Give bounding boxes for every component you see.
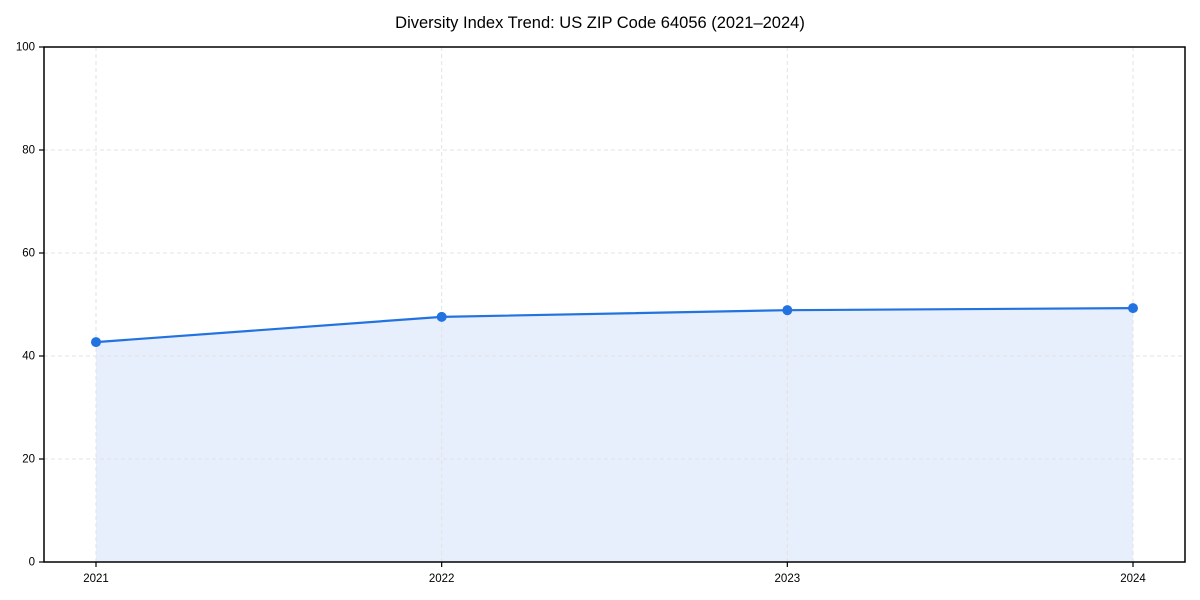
y-tick-label: 100 bbox=[16, 42, 35, 54]
data-point-marker bbox=[436, 311, 447, 322]
area-fill bbox=[96, 308, 1133, 562]
x-tick-label: 2022 bbox=[429, 573, 455, 585]
plot-area: 0 20 40 60 80 100 2021 2022 2023 2024 bbox=[16, 42, 1186, 585]
y-tick-label: 60 bbox=[22, 248, 35, 260]
x-tick-label: 2021 bbox=[83, 573, 109, 585]
data-point-marker bbox=[782, 305, 793, 316]
axis-spines bbox=[43, 46, 1186, 563]
data-line bbox=[94, 307, 1135, 344]
data-point-marker bbox=[1128, 303, 1138, 314]
y-tick-label: 40 bbox=[22, 351, 35, 363]
chart-title: Diversity Index Trend: US ZIP Code 64056… bbox=[395, 14, 805, 32]
y-tick-label: 20 bbox=[22, 454, 35, 466]
x-tick-label: 2023 bbox=[775, 573, 801, 585]
y-tick-label: 0 bbox=[29, 557, 35, 569]
data-point-marker bbox=[91, 337, 101, 348]
y-tick-label: 80 bbox=[22, 145, 35, 157]
x-tick-label: 2024 bbox=[1120, 573, 1146, 585]
